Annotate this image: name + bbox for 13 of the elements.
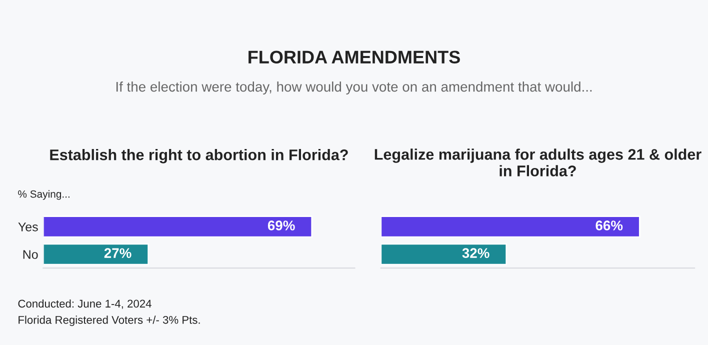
- data-label: 27%: [104, 248, 132, 258]
- data-label: 69%: [268, 220, 295, 230]
- data-label: 32%: [462, 248, 490, 258]
- y-tick-label: Yes: [18, 222, 38, 232]
- chart-title: Legalize marijuana for adults ages 21 & older in Florida?: [374, 148, 702, 176]
- text: Florida Registered Voters +/- 3% Pts.: [18, 316, 200, 326]
- chart-title: Establish the right to abortion in Florida?: [50, 149, 348, 164]
- data-label: 66%: [596, 220, 623, 230]
- text: Conducted: June 1-4, 2024: [18, 299, 152, 309]
- text: If the election were today, how would you vote on an amendment that would...: [116, 82, 592, 94]
- text: FLORIDA AMENDMENTS: [248, 50, 460, 64]
- text: % Saying...: [18, 190, 70, 200]
- y-tick-label: No: [23, 250, 38, 259]
